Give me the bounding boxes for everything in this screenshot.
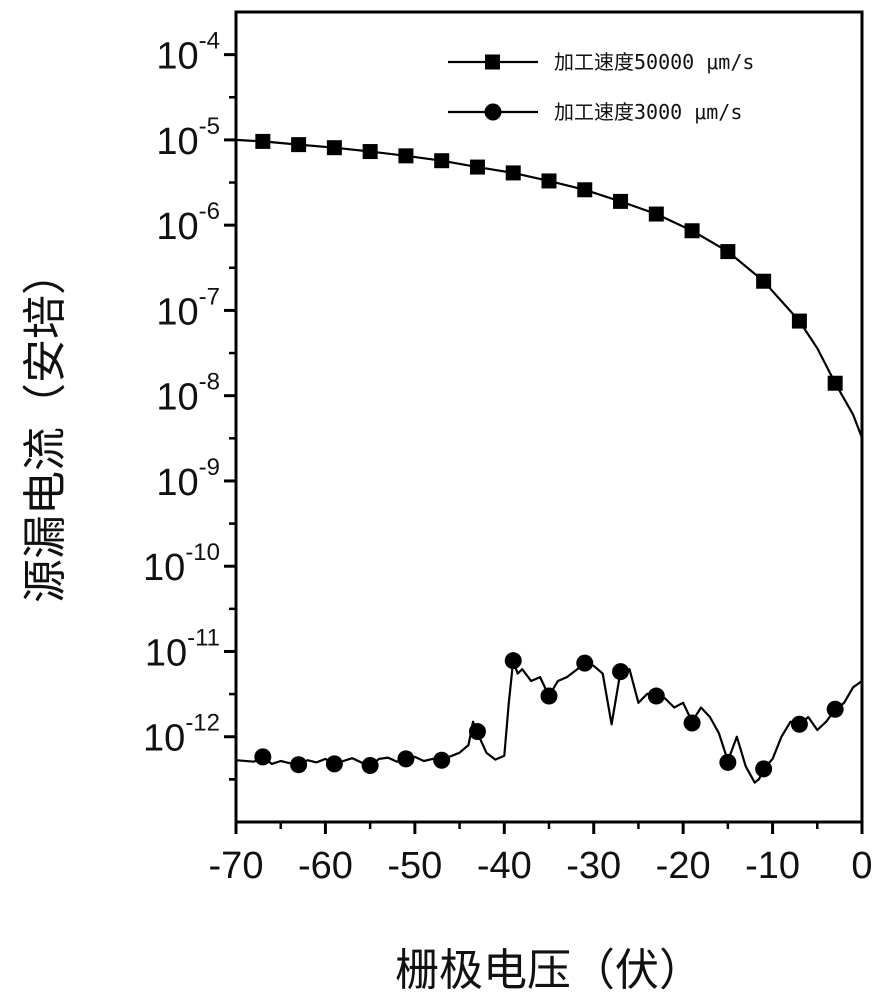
series-line-2 [235, 659, 863, 784]
data-point-circle [540, 687, 558, 705]
data-point-square [362, 144, 378, 160]
y-tick-label: 10-11 [145, 624, 220, 674]
y-tick-label: 10-6 [156, 198, 220, 248]
x-tick-label: -20 [656, 845, 711, 887]
data-point-square [720, 244, 736, 260]
data-point-circle [826, 700, 844, 718]
data-point-square [398, 148, 414, 164]
data-point-square [613, 193, 629, 209]
data-point-circle [612, 663, 630, 681]
legend-label: 加工速度50000 μm/s [554, 50, 754, 74]
y-tick-label: 10-9 [156, 454, 220, 504]
x-tick-label: 0 [851, 845, 872, 887]
data-point-square [648, 206, 664, 222]
data-point-square [577, 182, 593, 198]
data-point-square [291, 137, 307, 153]
y-tick-label: 10-10 [143, 539, 220, 589]
y-tick-label: 10-5 [156, 113, 220, 163]
x-axis-title: 栅极电压（伏） [395, 945, 703, 996]
legend-label: 加工速度3000 μm/s [554, 100, 742, 124]
data-point-circle [504, 652, 522, 670]
legend: 加工速度50000 μm/s 加工速度3000 μm/s [448, 50, 754, 124]
x-tick-label: -50 [387, 845, 442, 887]
y-tick-label: 10-4 [156, 28, 220, 78]
data-point-circle [719, 753, 737, 771]
data-point-square [541, 173, 557, 189]
y-tick-label: 10-12 [143, 710, 220, 760]
data-point-circle [790, 715, 808, 733]
data-point-square [684, 223, 700, 239]
y-axis-title: 源漏电流（安培） [20, 251, 71, 603]
data-point-square [326, 140, 342, 156]
data-point-square [505, 165, 521, 181]
data-point-square [434, 153, 450, 169]
data-point-circle [433, 751, 451, 769]
data-point-circle [325, 755, 343, 773]
legend-marker-circle [484, 103, 502, 121]
data-point-circle [576, 654, 594, 672]
legend-marker-square [485, 54, 500, 70]
x-tick-label: -60 [298, 845, 353, 887]
data-point-square [469, 159, 485, 175]
x-tick-label: -40 [477, 845, 532, 887]
data-point-circle [254, 748, 272, 766]
y-tick-label: 10-7 [156, 283, 220, 333]
data-point-square [756, 273, 772, 289]
data-point-square [791, 313, 807, 329]
data-point-square [827, 375, 843, 391]
data-point-circle [290, 756, 308, 774]
data-point-circle [755, 760, 773, 778]
x-tick-label: -10 [745, 845, 800, 887]
x-tick-label: -30 [566, 845, 621, 887]
data-point-circle [647, 687, 665, 705]
data-point-circle [683, 714, 701, 732]
data-point-circle [361, 756, 379, 774]
y-tick-label: 10-8 [156, 369, 220, 419]
data-point-circle [397, 750, 415, 768]
data-point-square [255, 133, 271, 149]
data-point-circle [468, 723, 486, 741]
x-tick-label: -70 [209, 845, 264, 887]
